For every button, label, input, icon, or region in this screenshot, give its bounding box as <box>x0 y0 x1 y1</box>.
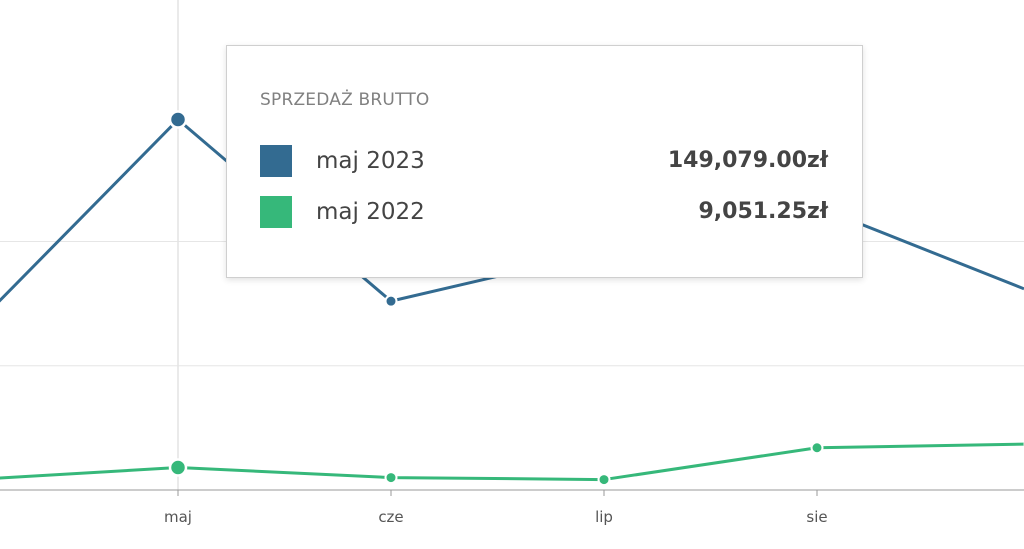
tooltip-title: SPRZEDAŻ BRUTTO <box>260 90 430 110</box>
data-point-2023-maj <box>168 110 188 129</box>
data-point-2022-cze <box>384 471 398 485</box>
data-point-2022-lip <box>597 473 611 487</box>
x-tick-label-sie: sie <box>806 508 827 526</box>
data-point-2022-sie <box>810 441 824 455</box>
tooltip-value-2023: 149,079.00zł <box>667 148 828 173</box>
x-tick-label-lip: lip <box>595 508 613 526</box>
x-tick-label-cze: cze <box>378 508 403 526</box>
tooltip-label-2023: maj 2023 <box>316 148 425 174</box>
tooltip-value-2022: 9,051.25zł <box>698 199 828 224</box>
data-point-2022-maj <box>168 458 188 477</box>
tooltip-row-2023: maj 2023 149,079.00zł <box>260 145 828 179</box>
legend-swatch-2022 <box>260 196 292 228</box>
tooltip-row-2022: maj 2022 9,051.25zł <box>260 196 828 230</box>
data-point-2023-cze <box>384 294 398 308</box>
series-line-2022 <box>0 442 1024 482</box>
chart-tooltip: SPRZEDAŻ BRUTTO maj 2023 149,079.00zł ma… <box>226 45 863 278</box>
tooltip-label-2022: maj 2022 <box>316 199 425 225</box>
x-tick-label-maj: maj <box>164 508 192 526</box>
legend-swatch-2023 <box>260 145 292 177</box>
